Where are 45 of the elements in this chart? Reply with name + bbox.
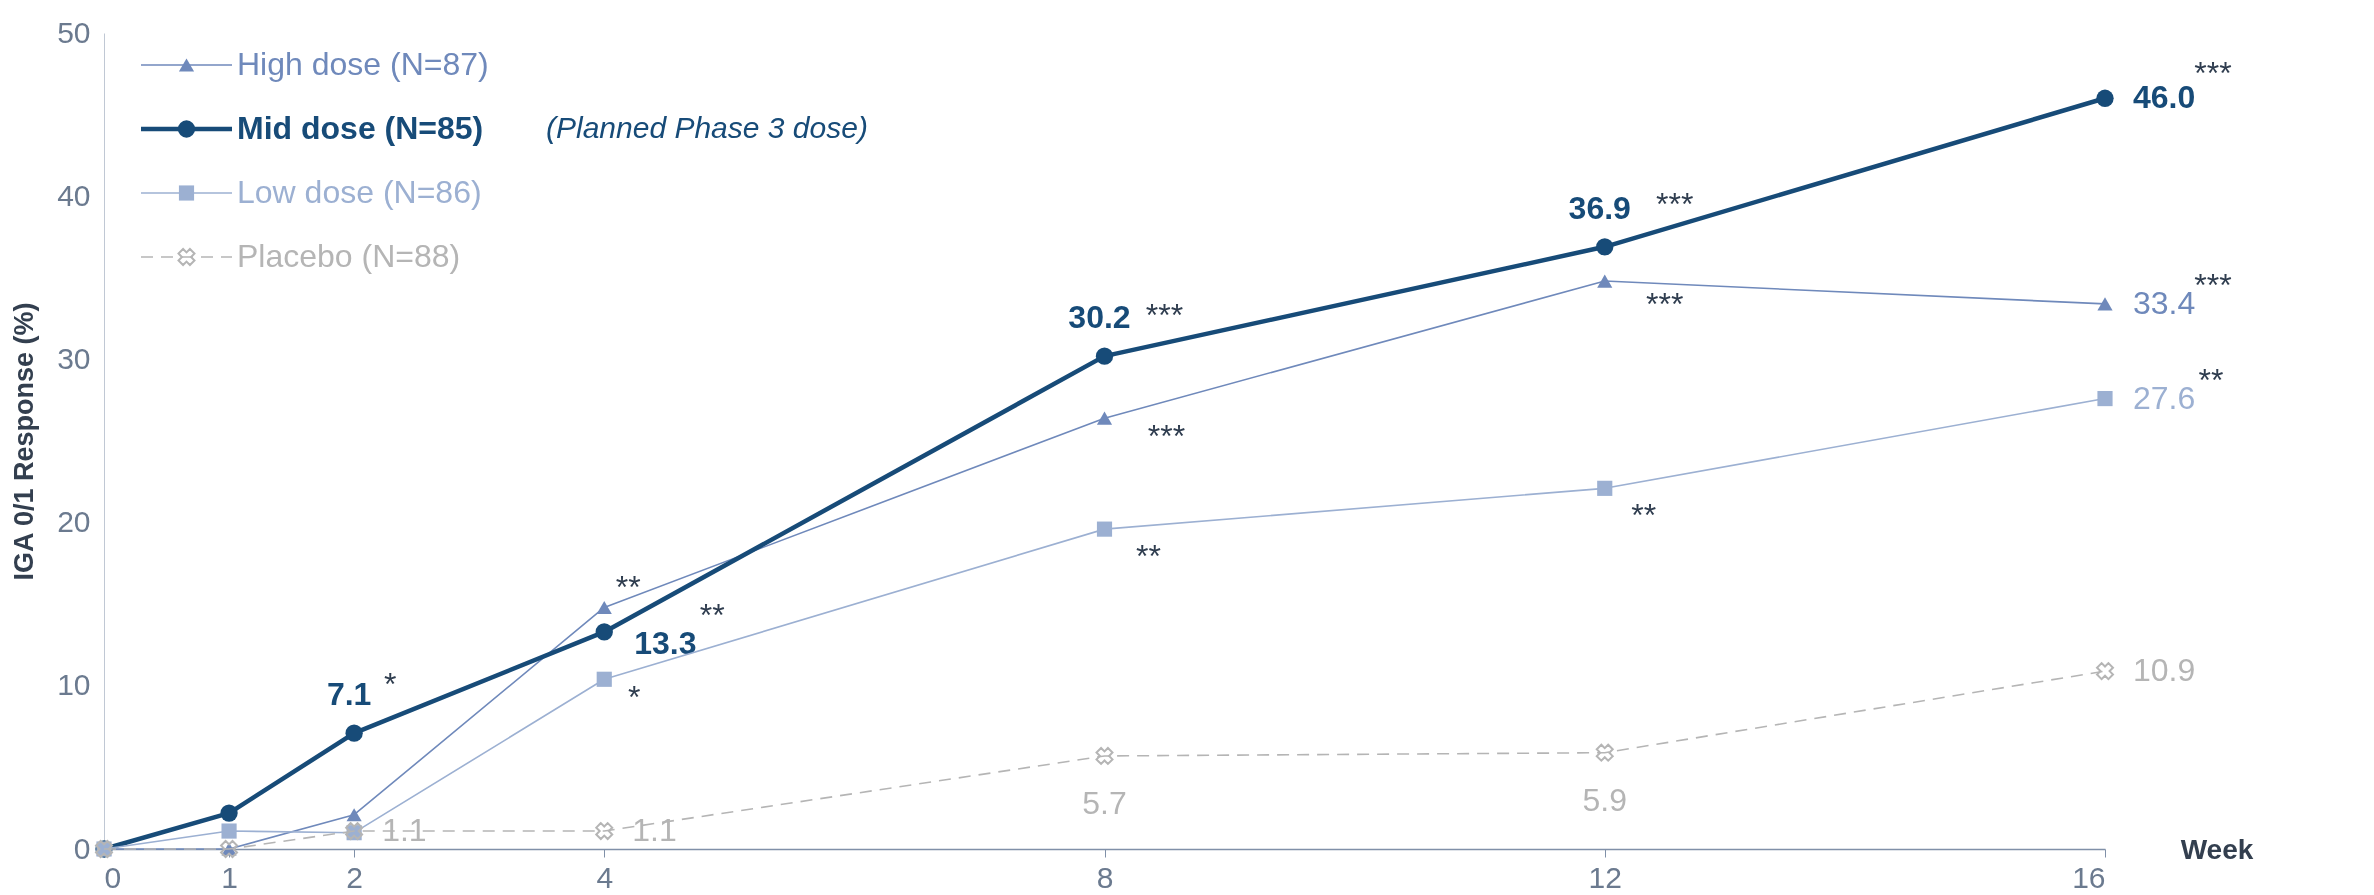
x-tick-label: 2 xyxy=(346,860,363,894)
y-tick-label: 30 xyxy=(57,341,91,375)
annotation: (Planned Phase 3 dose) xyxy=(546,111,868,144)
x-tick-label: 12 xyxy=(1588,860,1622,894)
data-label: 13.3 xyxy=(634,624,697,661)
legend-label: High dose (N=87) xyxy=(237,46,489,82)
annotation: *** xyxy=(1147,418,1186,455)
data-label: 5.9 xyxy=(1582,781,1627,818)
annotation: ** xyxy=(2198,361,2224,398)
x-tick-label: 16 xyxy=(2072,860,2106,894)
y-tick-label: 10 xyxy=(57,668,91,702)
annotation: *** xyxy=(1145,297,1184,334)
annotation: ** xyxy=(615,569,641,606)
annotation: * xyxy=(628,679,641,716)
annotation: *** xyxy=(1646,286,1684,323)
data-label: 30.2 xyxy=(1068,299,1131,336)
y-axis-title: IGA 0/1 Response (%) xyxy=(9,302,40,581)
x-axis-title: Week xyxy=(2180,834,2254,865)
data-label: 46.0 xyxy=(2133,79,2196,116)
data-label: 10.9 xyxy=(2133,652,2196,689)
y-tick-label: 40 xyxy=(57,178,91,212)
annotation: ** xyxy=(699,596,725,633)
legend-label: Mid dose (N=85) xyxy=(237,110,484,146)
x-tick-label: 8 xyxy=(1096,860,1114,894)
y-tick-label: 0 xyxy=(73,831,91,865)
data-label: 36.9 xyxy=(1568,189,1631,226)
x-tick-label: 0 xyxy=(104,860,122,894)
annotation: ** xyxy=(1136,538,1161,575)
legend-label: Placebo (N=88) xyxy=(237,238,461,274)
annotation: *** xyxy=(1656,185,1694,222)
legend-label: Low dose (N=86) xyxy=(237,174,482,210)
y-tick-label: 20 xyxy=(57,505,91,539)
y-tick-label: 50 xyxy=(57,15,91,49)
data-label: 1.1 xyxy=(632,812,677,849)
annotation: ** xyxy=(1631,497,1657,534)
x-tick-label: 4 xyxy=(596,860,614,894)
annotation: *** xyxy=(2194,55,2232,92)
data-label: 5.7 xyxy=(1082,784,1127,821)
x-tick-label: 1 xyxy=(221,860,238,894)
data-label: 33.4 xyxy=(2133,284,2196,321)
annotation: * xyxy=(383,666,397,703)
data-label: 7.1 xyxy=(326,676,372,713)
data-label: 1.1 xyxy=(382,812,427,849)
data-label: 27.6 xyxy=(2133,379,2196,416)
annotation: *** xyxy=(2194,266,2232,303)
